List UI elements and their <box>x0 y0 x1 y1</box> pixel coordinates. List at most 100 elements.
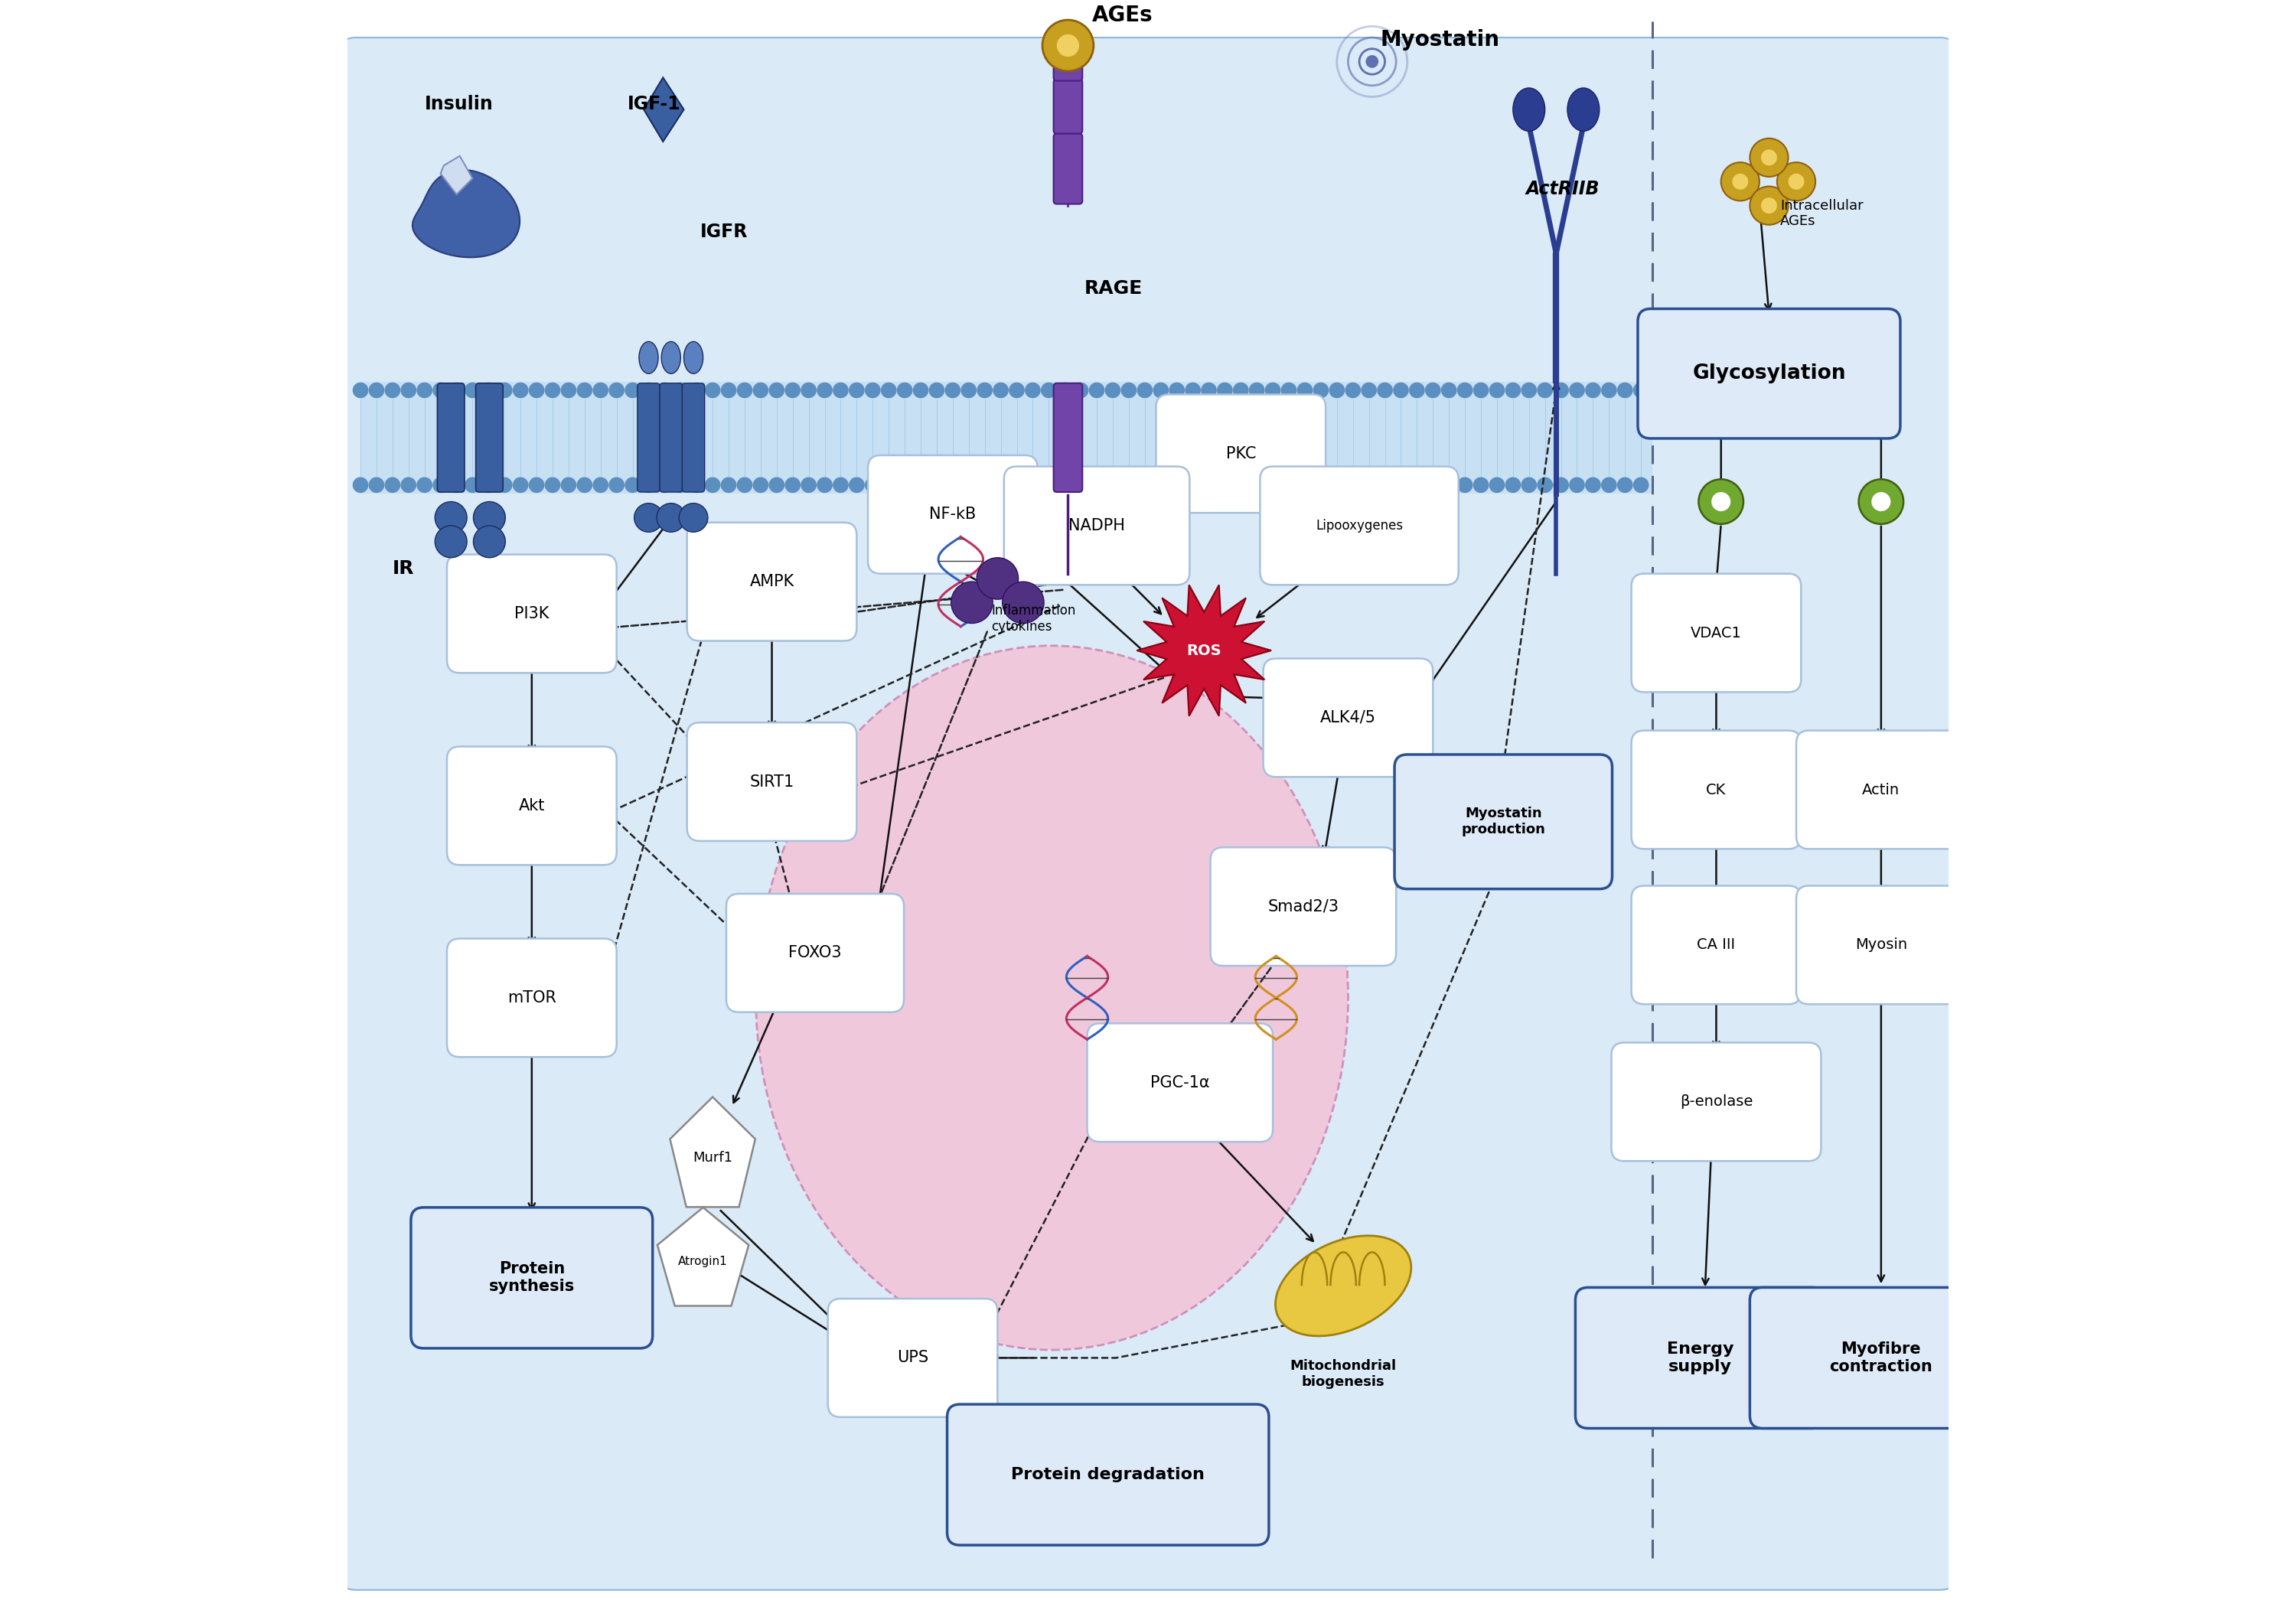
Circle shape <box>480 477 496 493</box>
Polygon shape <box>643 77 684 141</box>
Text: NADPH: NADPH <box>1068 517 1125 534</box>
Text: AMPK: AMPK <box>748 574 794 590</box>
Circle shape <box>448 382 464 399</box>
Circle shape <box>1520 382 1536 399</box>
Circle shape <box>386 477 400 493</box>
Text: PKC: PKC <box>1226 447 1256 461</box>
Text: ActRIIB: ActRIIB <box>1527 180 1600 198</box>
Circle shape <box>753 382 769 399</box>
Circle shape <box>473 525 505 558</box>
Text: Myosin: Myosin <box>1855 938 1908 953</box>
Circle shape <box>1265 382 1281 399</box>
Text: Atrogin1: Atrogin1 <box>677 1257 728 1268</box>
FancyBboxPatch shape <box>1795 731 1965 848</box>
Circle shape <box>930 477 944 493</box>
Circle shape <box>673 382 689 399</box>
Circle shape <box>944 477 960 493</box>
FancyBboxPatch shape <box>411 1207 652 1348</box>
Circle shape <box>432 477 448 493</box>
Circle shape <box>1761 198 1777 214</box>
Circle shape <box>1731 174 1747 190</box>
FancyBboxPatch shape <box>1054 39 1081 80</box>
FancyBboxPatch shape <box>340 37 1956 1589</box>
Ellipse shape <box>661 342 680 373</box>
Circle shape <box>769 382 785 399</box>
Circle shape <box>801 382 817 399</box>
Ellipse shape <box>1274 1236 1412 1335</box>
Circle shape <box>866 477 882 493</box>
FancyBboxPatch shape <box>1210 847 1396 966</box>
Circle shape <box>1088 382 1104 399</box>
Circle shape <box>1442 382 1458 399</box>
Circle shape <box>370 477 383 493</box>
Circle shape <box>464 382 480 399</box>
Text: IGFR: IGFR <box>700 223 748 241</box>
Circle shape <box>1313 382 1329 399</box>
FancyBboxPatch shape <box>448 938 618 1057</box>
Circle shape <box>1632 477 1649 493</box>
Circle shape <box>1329 382 1345 399</box>
Circle shape <box>1366 55 1378 67</box>
FancyBboxPatch shape <box>1750 1287 2011 1429</box>
Circle shape <box>689 477 705 493</box>
Text: IR: IR <box>393 559 413 577</box>
Circle shape <box>1362 477 1378 493</box>
Circle shape <box>1056 34 1079 56</box>
Circle shape <box>625 382 641 399</box>
FancyBboxPatch shape <box>638 382 659 492</box>
FancyBboxPatch shape <box>1054 79 1081 133</box>
Circle shape <box>1789 174 1805 190</box>
Circle shape <box>1410 477 1426 493</box>
FancyBboxPatch shape <box>868 455 1038 574</box>
FancyBboxPatch shape <box>1575 1287 1825 1429</box>
Text: ALK4/5: ALK4/5 <box>1320 710 1375 725</box>
Circle shape <box>1153 382 1169 399</box>
Circle shape <box>1378 477 1394 493</box>
Circle shape <box>992 477 1008 493</box>
Text: Myostatin: Myostatin <box>1380 29 1499 50</box>
Circle shape <box>560 477 576 493</box>
Circle shape <box>480 382 496 399</box>
FancyBboxPatch shape <box>829 1298 996 1417</box>
Circle shape <box>960 477 976 493</box>
Circle shape <box>1281 382 1297 399</box>
Text: VDAC1: VDAC1 <box>1690 625 1743 640</box>
Circle shape <box>1137 382 1153 399</box>
Circle shape <box>721 477 737 493</box>
Circle shape <box>1490 382 1504 399</box>
FancyBboxPatch shape <box>1795 885 1965 1004</box>
Circle shape <box>1042 19 1093 71</box>
Circle shape <box>1297 477 1313 493</box>
FancyBboxPatch shape <box>448 554 618 673</box>
Circle shape <box>544 477 560 493</box>
Circle shape <box>1600 382 1616 399</box>
Text: NF-kB: NF-kB <box>930 506 976 522</box>
Circle shape <box>1504 477 1520 493</box>
Ellipse shape <box>1513 88 1545 132</box>
Circle shape <box>737 477 753 493</box>
Circle shape <box>1777 162 1816 201</box>
FancyBboxPatch shape <box>448 747 618 865</box>
Circle shape <box>1249 382 1265 399</box>
Text: CA III: CA III <box>1697 938 1736 953</box>
Circle shape <box>1120 382 1137 399</box>
Circle shape <box>1040 477 1056 493</box>
Circle shape <box>657 382 673 399</box>
Circle shape <box>496 382 512 399</box>
Circle shape <box>817 382 833 399</box>
FancyBboxPatch shape <box>1394 755 1612 889</box>
Circle shape <box>1750 186 1789 225</box>
Circle shape <box>992 382 1008 399</box>
Circle shape <box>1072 477 1088 493</box>
Circle shape <box>386 382 400 399</box>
Circle shape <box>1474 477 1488 493</box>
Circle shape <box>528 477 544 493</box>
Circle shape <box>976 382 992 399</box>
Circle shape <box>608 382 625 399</box>
Text: Akt: Akt <box>519 799 544 813</box>
Circle shape <box>1711 492 1731 511</box>
Circle shape <box>1024 477 1040 493</box>
Circle shape <box>657 503 687 532</box>
Circle shape <box>432 382 448 399</box>
Circle shape <box>1120 477 1137 493</box>
